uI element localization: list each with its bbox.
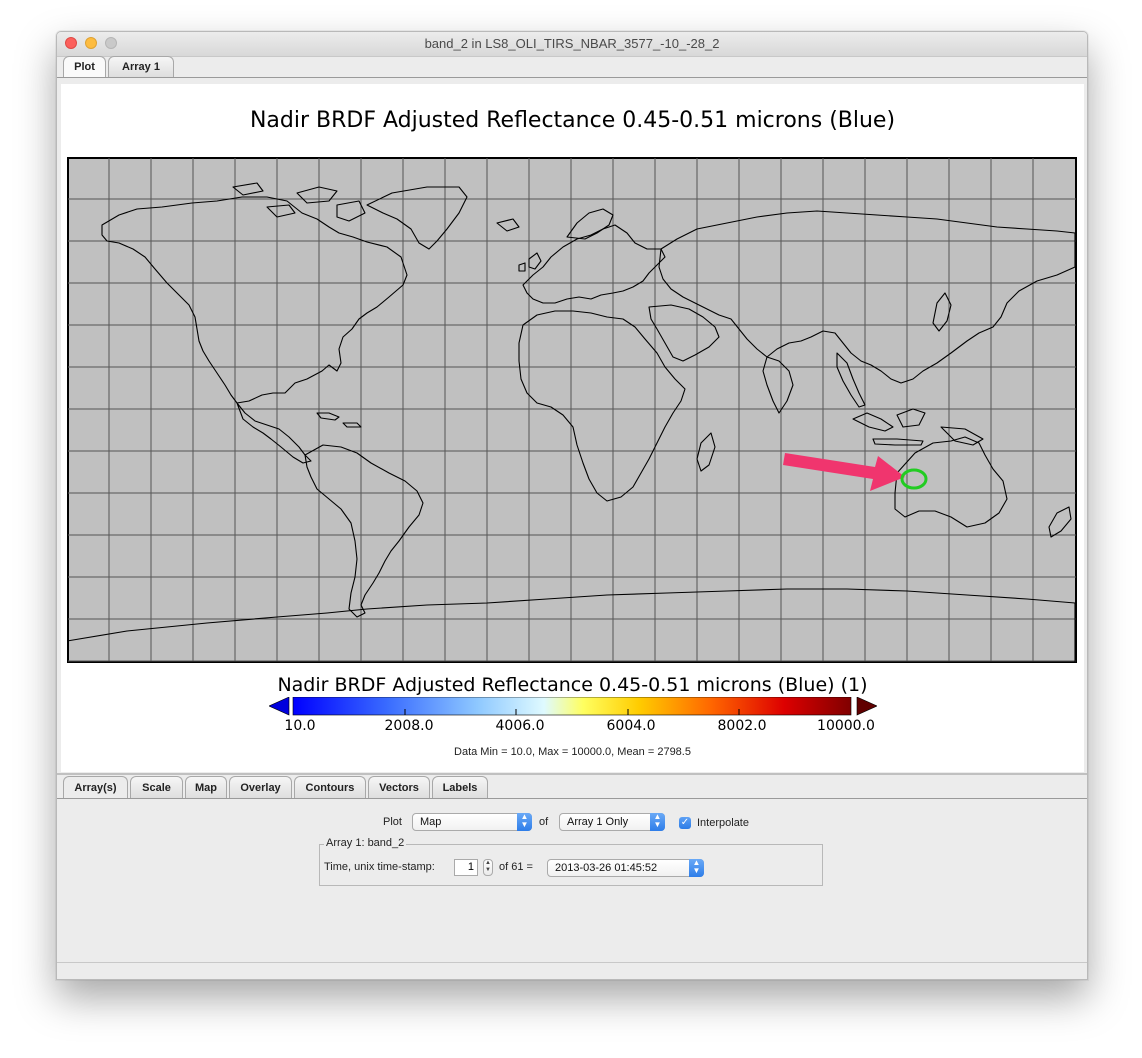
plot-panel: Nadir BRDF Adjusted Reflectance 0.45-0.5… bbox=[61, 84, 1084, 772]
plot-type-select[interactable]: Map ▲ ▼ bbox=[412, 813, 532, 831]
data-stats: Data Min = 10.0, Max = 10000.0, Mean = 2… bbox=[454, 746, 691, 758]
colorbar-ticks bbox=[404, 709, 740, 715]
minimize-window-button[interactable] bbox=[85, 37, 97, 49]
tab-map[interactable]: Map bbox=[185, 776, 227, 798]
colorbar-tick-label: 8002.0 bbox=[717, 718, 767, 734]
close-window-button[interactable] bbox=[65, 37, 77, 49]
tab-array-1[interactable]: Array 1 bbox=[108, 56, 174, 77]
time-index-field[interactable]: 1 bbox=[454, 859, 478, 876]
colorbar-under-arrow bbox=[269, 697, 290, 716]
plot-label: Plot bbox=[383, 816, 402, 828]
time-label: Time, unix time-stamp: bbox=[324, 861, 435, 873]
colorbar-tick-label: 10.0 bbox=[284, 718, 316, 734]
plot-type-value: Map bbox=[420, 816, 442, 828]
of-label: of bbox=[539, 816, 549, 828]
tab-contours[interactable]: Contours bbox=[294, 776, 366, 798]
tab-vectors[interactable]: Vectors bbox=[368, 776, 430, 798]
colorbar-over-arrow bbox=[856, 697, 877, 716]
tab-scale[interactable]: Scale bbox=[130, 776, 183, 798]
tab-overlay[interactable]: Overlay bbox=[229, 776, 292, 798]
colorbar-tick-label: 2008.0 bbox=[384, 718, 434, 734]
colorbar-tick-label: 10000.0 bbox=[817, 718, 875, 734]
coastlines bbox=[67, 182, 1076, 663]
interpolate-checkbox[interactable]: ✓ bbox=[679, 817, 691, 829]
array-select[interactable]: Array 1 Only ▲ ▼ bbox=[559, 813, 665, 831]
title-bar: band_2 in LS8_OLI_TIRS_NBAR_3577_-10_-28… bbox=[57, 32, 1087, 57]
plot-title: Nadir BRDF Adjusted Reflectance 0.45-0.5… bbox=[249, 108, 896, 133]
world-map[interactable] bbox=[67, 157, 1077, 663]
tab-plot[interactable]: Plot bbox=[63, 56, 106, 78]
array-value: Array 1 Only bbox=[567, 816, 629, 828]
chevron-updown-icon: ▲ ▼ bbox=[517, 813, 532, 831]
of-count-label: of 61 = bbox=[499, 861, 533, 873]
colorbar-title: Nadir BRDF Adjusted Reflectance 0.45-0.5… bbox=[277, 674, 868, 696]
colorbar bbox=[269, 697, 877, 716]
zoom-window-button[interactable] bbox=[105, 37, 117, 49]
colorbar-gradient bbox=[292, 697, 852, 716]
time-value: 2013-03-26 01:45:52 bbox=[555, 862, 658, 874]
interpolate-label: Interpolate bbox=[697, 817, 749, 829]
window-title: band_2 in LS8_OLI_TIRS_NBAR_3577_-10_-28… bbox=[424, 36, 720, 51]
annotation-circle bbox=[900, 468, 928, 490]
colorbar-tick-label: 6004.0 bbox=[606, 718, 656, 734]
tab-divider bbox=[57, 77, 1087, 78]
status-bar-divider bbox=[57, 962, 1087, 963]
tab-divider-bottom bbox=[57, 798, 1087, 799]
map-background bbox=[67, 157, 1077, 663]
time-select[interactable]: 2013-03-26 01:45:52 ▲ ▼ bbox=[547, 859, 704, 877]
chevron-updown-icon: ▲ ▼ bbox=[650, 813, 665, 831]
panel-separator bbox=[57, 773, 1087, 775]
array-group-title: Array 1: band_2 bbox=[324, 837, 407, 849]
time-index-stepper[interactable]: ▲ ▼ bbox=[483, 859, 493, 876]
tab-labels[interactable]: Labels bbox=[432, 776, 488, 798]
array-group-box: Array 1: band_2 Time, unix time-stamp: 1… bbox=[319, 837, 823, 886]
annotation-arrow bbox=[783, 453, 905, 491]
chevron-updown-icon: ▲ ▼ bbox=[689, 859, 704, 877]
tab-arrays[interactable]: Array(s) bbox=[63, 776, 128, 798]
app-window: band_2 in LS8_OLI_TIRS_NBAR_3577_-10_-28… bbox=[56, 31, 1088, 980]
colorbar-tick-label: 4006.0 bbox=[495, 718, 545, 734]
